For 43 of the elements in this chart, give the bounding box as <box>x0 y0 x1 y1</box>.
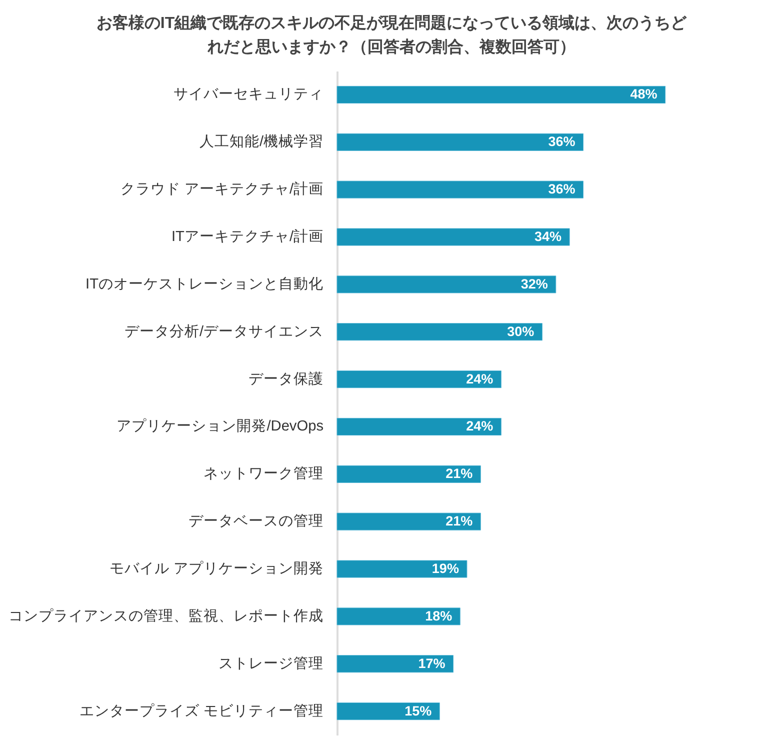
bar <box>336 180 584 198</box>
y-tick-label: 人工知能/機械学習 <box>199 133 324 150</box>
y-tick-label: データ保護 <box>248 370 324 388</box>
bar <box>336 512 481 530</box>
y-tick-label: データベースの管理 <box>188 514 324 530</box>
y-tick-label: サイバーセキュリティ <box>174 86 324 103</box>
y-tick-label: アプリケーション開発/DevOps <box>116 418 324 435</box>
data-label: 21% <box>446 466 473 482</box>
data-label: 24% <box>466 418 494 434</box>
data-label: 36% <box>548 182 576 197</box>
bar <box>336 86 666 104</box>
y-tick-label: ITのオーケストレーションと自動化 <box>86 275 324 292</box>
data-label: 32% <box>520 276 548 292</box>
bar <box>336 418 502 436</box>
bar <box>336 228 570 246</box>
chart-title: お客様のIT組織で既存のスキルの不足が現在問題になっている領域は、次のうちどれだと思いますか？（回答者の割合、複数回答可） <box>96 13 688 56</box>
bar <box>336 276 556 294</box>
y-tick-label: コンプライアンスの管理、監視、レポート作成 <box>8 607 324 624</box>
bar <box>336 370 502 388</box>
y-tick-label: クラウド アーキテクチャ/計画 <box>120 180 324 198</box>
bar <box>336 323 542 341</box>
y-tick-label: エンタープライズ モビリティー管理 <box>79 702 324 720</box>
bar <box>336 465 481 483</box>
data-label: 15% <box>404 703 432 718</box>
bar <box>336 608 460 626</box>
y-tick-label: ITアーキテクチャ/計画 <box>171 228 324 245</box>
data-label: 21% <box>446 514 473 529</box>
data-label: 34% <box>534 229 562 244</box>
data-label: 24% <box>466 371 494 386</box>
bar <box>336 560 468 578</box>
y-tick-label: ネットワーク管理 <box>204 466 324 482</box>
bar <box>336 133 584 151</box>
y-tick-label: ストレージ管理 <box>218 656 324 672</box>
data-label: 30% <box>507 324 534 339</box>
data-label: 48% <box>630 86 658 102</box>
y-tick-label: データ分析/データサイエンス <box>124 322 324 340</box>
bar <box>336 655 454 673</box>
data-label: 18% <box>425 608 452 624</box>
data-label: 17% <box>418 656 446 671</box>
bar <box>336 702 440 720</box>
data-label: 36% <box>548 134 576 150</box>
y-tick-label: モバイル アプリケーション開発 <box>109 560 324 577</box>
data-label: 19% <box>432 561 459 576</box>
